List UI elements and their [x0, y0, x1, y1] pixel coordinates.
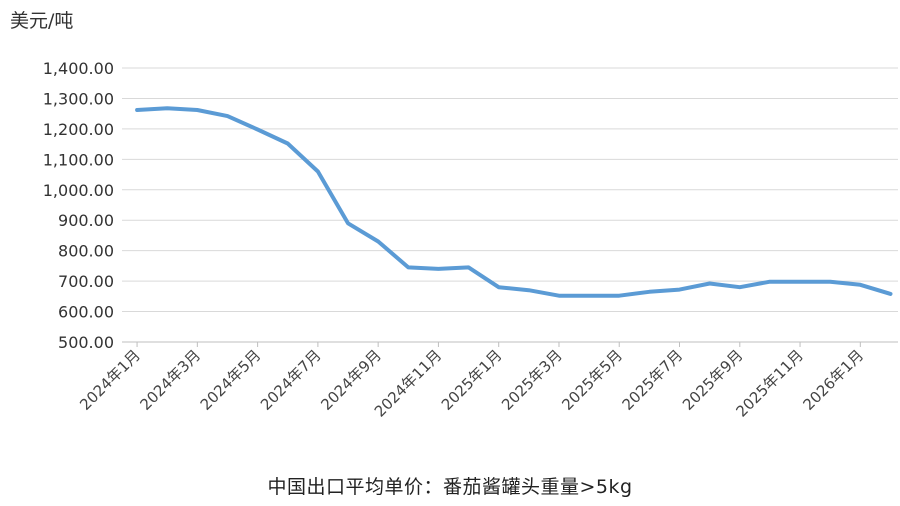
- x-tick-label: 2025年3月: [498, 346, 566, 414]
- x-tick-label: 2024年1月: [76, 346, 144, 414]
- y-tick-label: 700.00: [58, 272, 114, 291]
- x-tick-label: 2025年1月: [438, 346, 506, 414]
- y-tick-label: 1,100.00: [43, 150, 114, 169]
- y-tick-label: 800.00: [58, 242, 114, 261]
- y-tick-label: 1,200.00: [43, 120, 114, 139]
- y-tick-label: 500.00: [58, 333, 114, 352]
- y-tick-label: 1,300.00: [43, 89, 114, 108]
- y-tick-label: 900.00: [58, 211, 114, 230]
- y-tick-label: 600.00: [58, 303, 114, 322]
- x-tick-label: 2025年5月: [558, 346, 626, 414]
- series-line: [135, 106, 893, 298]
- x-tick-label: 2026年1月: [799, 346, 867, 414]
- x-tick-label: 2025年7月: [619, 346, 687, 414]
- x-tick-label: 2024年7月: [257, 346, 325, 414]
- y-tick-label: 1,000.00: [43, 181, 114, 200]
- x-tick-label: 2024年5月: [197, 346, 265, 414]
- y-unit-label: 美元/吨: [10, 10, 74, 32]
- x-tick-label: 2024年3月: [136, 346, 204, 414]
- y-tick-label: 1,400.00: [43, 59, 114, 78]
- x-axis-caption: 中国出口平均单价：番茄酱罐头重量>5kg: [267, 476, 633, 498]
